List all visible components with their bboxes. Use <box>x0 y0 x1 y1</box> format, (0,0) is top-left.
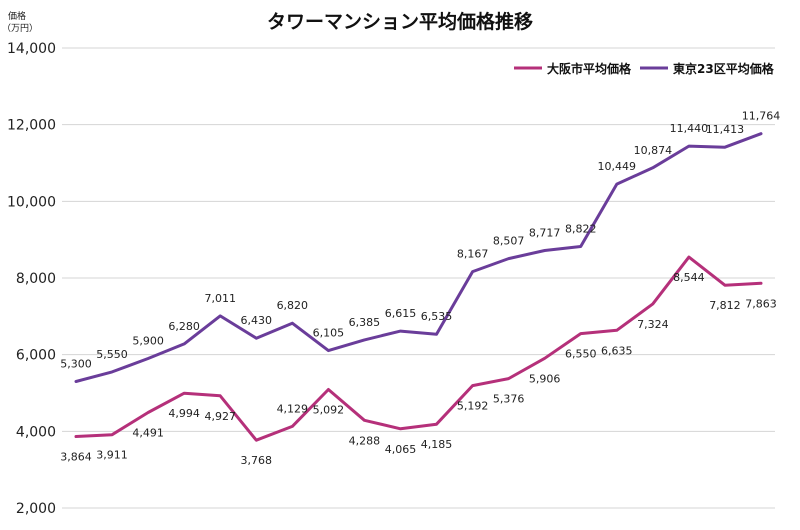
data-label: 6,105 <box>313 327 345 340</box>
data-label: 6,820 <box>277 299 309 312</box>
data-label: 4,927 <box>204 410 236 423</box>
y-tick-label: 6,000 <box>16 348 56 364</box>
data-label: 8,507 <box>493 235 525 248</box>
chart-title: タワーマンション平均価格推移 <box>267 10 533 33</box>
data-label: 6,635 <box>601 344 633 357</box>
data-label: 7,812 <box>709 299 741 312</box>
y-tick-label: 2,000 <box>16 501 56 517</box>
y-axis-unit-line2: （万円） <box>2 23 38 34</box>
data-label: 4,129 <box>277 402 309 415</box>
data-label: 8,822 <box>565 222 597 235</box>
data-label: 5,092 <box>313 403 345 416</box>
data-label: 3,911 <box>96 449 128 462</box>
data-label: 7,863 <box>745 297 777 310</box>
data-label: 10,449 <box>598 160 637 173</box>
legend-label: 東京23区平均価格 <box>673 61 775 76</box>
data-label: 3,768 <box>241 454 273 467</box>
data-label: 5,550 <box>96 348 128 361</box>
data-label: 6,615 <box>385 307 417 320</box>
series-line-2 <box>74 132 763 383</box>
series-line-1 <box>74 255 763 442</box>
y-tick-label: 4,000 <box>16 424 56 440</box>
legend-label: 大阪市平均価格 <box>547 61 632 76</box>
y-tick-label: 14,000 <box>7 41 56 57</box>
data-label: 8,717 <box>529 227 561 240</box>
data-label: 5,376 <box>493 393 525 406</box>
data-label: 5,192 <box>457 400 489 413</box>
data-labels: 3,864 3,911 4,491 4,994 4,927 3,768 4,129 5,092… <box>60 110 780 468</box>
data-label: 4,994 <box>168 407 200 420</box>
data-label: 7,011 <box>204 292 236 305</box>
y-axis-ticks: 2,000 4,000 6,000 8,000 10,000 12,000 14,000 <box>7 41 56 517</box>
data-label: 6,280 <box>168 320 200 333</box>
y-tick-label: 10,000 <box>7 194 56 210</box>
data-label: 7,324 <box>637 318 669 331</box>
grid-lines <box>62 47 775 509</box>
legend: 大阪市平均価格 東京23区平均価格 <box>514 61 775 76</box>
data-label: 11,764 <box>742 110 781 123</box>
y-tick-label: 8,000 <box>16 271 56 287</box>
data-label: 8,167 <box>457 248 489 261</box>
data-label: 4,491 <box>132 427 164 440</box>
data-label: 5,900 <box>132 335 164 348</box>
series-layer <box>74 132 763 442</box>
data-label: 8,544 <box>673 271 705 284</box>
data-label: 6,535 <box>421 310 453 323</box>
data-label: 4,288 <box>349 434 381 447</box>
y-axis-unit-line1: 価格 <box>8 10 26 22</box>
data-label: 6,550 <box>565 348 597 361</box>
data-label: 3,864 <box>60 451 92 464</box>
y-tick-label: 12,000 <box>7 118 56 134</box>
data-label: 10,874 <box>634 144 673 157</box>
data-label: 6,385 <box>349 316 381 329</box>
data-label: 4,065 <box>385 443 417 456</box>
data-label: 5,906 <box>529 372 561 385</box>
data-label: 4,185 <box>421 438 453 451</box>
data-label: 11,413 <box>706 123 745 136</box>
data-label: 5,300 <box>60 358 92 371</box>
data-label: 6,430 <box>241 314 273 327</box>
data-label: 11,440 <box>670 122 709 135</box>
